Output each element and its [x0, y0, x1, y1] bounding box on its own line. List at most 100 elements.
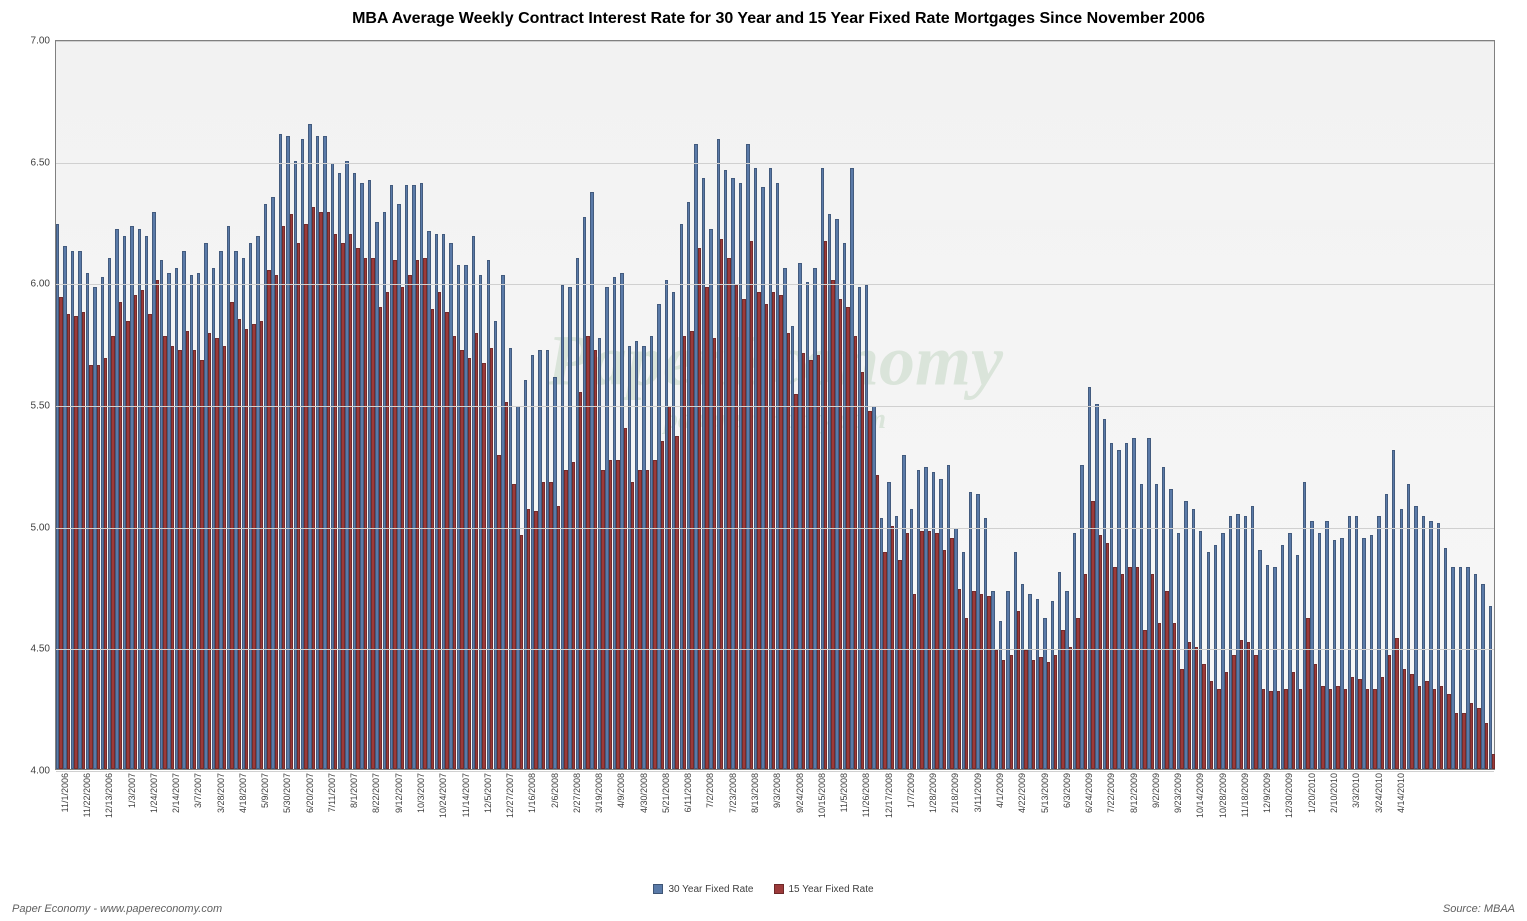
bar-15yr	[297, 243, 300, 769]
bar-group	[783, 268, 790, 769]
bar-15yr	[1188, 642, 1191, 769]
bar-15yr	[557, 506, 560, 769]
bar-group	[999, 621, 1006, 769]
bar-15yr	[327, 212, 330, 769]
x-tick-label: 12/13/2006	[104, 773, 114, 818]
bar-30yr	[1489, 606, 1492, 769]
bar-group	[1414, 506, 1421, 769]
bar-group	[731, 178, 738, 769]
bar-group	[1229, 516, 1236, 769]
grid-line	[56, 41, 1494, 42]
bar-15yr	[802, 353, 805, 769]
bar-group	[628, 346, 635, 769]
x-tick-label: 8/1/2007	[349, 773, 359, 808]
bar-15yr	[720, 239, 723, 769]
bar-15yr	[178, 350, 181, 769]
bar-group	[583, 217, 590, 769]
x-tick-label: 8/12/2009	[1129, 773, 1139, 813]
bar-15yr	[1024, 650, 1027, 769]
bar-15yr	[1455, 713, 1458, 769]
bar-15yr	[223, 346, 226, 769]
bar-group	[1385, 494, 1392, 769]
bar-15yr	[1047, 662, 1050, 769]
bar-15yr	[572, 462, 575, 769]
bar-group	[516, 406, 523, 769]
bar-15yr	[1440, 686, 1443, 769]
bar-group	[190, 275, 197, 769]
bar-group	[368, 180, 375, 769]
bar-group	[1207, 552, 1214, 769]
bar-group	[976, 494, 983, 769]
bar-15yr	[1121, 574, 1124, 769]
bar-group	[427, 231, 434, 769]
bar-group	[294, 161, 301, 769]
bar-15yr	[67, 314, 70, 769]
bar-15yr	[765, 304, 768, 769]
bar-15yr	[980, 594, 983, 769]
bar-15yr	[564, 470, 567, 769]
x-tick-label: 8/13/2008	[750, 773, 760, 813]
bar-group	[1051, 601, 1058, 769]
bar-group	[204, 243, 211, 769]
bar-15yr	[505, 402, 508, 769]
bar-15yr	[119, 302, 122, 769]
bar-group	[657, 304, 664, 769]
bar-group	[130, 226, 137, 769]
bar-15yr	[1106, 543, 1109, 769]
bar-15yr	[542, 482, 545, 769]
bar-15yr	[1136, 567, 1139, 769]
bar-group	[932, 472, 939, 769]
bar-group	[702, 178, 709, 769]
bar-15yr	[490, 348, 493, 769]
bar-15yr	[713, 338, 716, 769]
bar-group	[331, 163, 338, 769]
bar-15yr	[1099, 535, 1102, 769]
x-tick-label: 2/6/2008	[550, 773, 560, 808]
bar-15yr	[453, 336, 456, 769]
bar-15yr	[1284, 689, 1287, 769]
bar-group	[1095, 404, 1102, 769]
bar-15yr	[861, 372, 864, 769]
bar-15yr	[1433, 689, 1436, 769]
bar-15yr	[824, 241, 827, 769]
bar-15yr	[995, 650, 998, 769]
bar-15yr	[304, 224, 307, 769]
bar-15yr	[616, 460, 619, 769]
bar-group	[338, 173, 345, 769]
bar-group	[501, 275, 508, 769]
bar-group	[1147, 438, 1154, 769]
bar-15yr	[1336, 686, 1339, 769]
bar-group	[449, 243, 456, 769]
x-tick-label: 9/2/2009	[1151, 773, 1161, 808]
bar-15yr	[1381, 677, 1384, 769]
bar-15yr	[1395, 638, 1398, 769]
bar-group	[301, 139, 308, 769]
bar-15yr	[1366, 689, 1369, 769]
bar-15yr	[549, 482, 552, 769]
bar-15yr	[460, 350, 463, 769]
bar-15yr	[1447, 694, 1450, 769]
bar-15yr	[624, 428, 627, 769]
bar-15yr	[275, 275, 278, 769]
x-tick-label: 10/14/2009	[1195, 773, 1205, 818]
chart-container: MBA Average Weekly Contract Interest Rat…	[0, 0, 1527, 921]
bar-15yr	[1151, 574, 1154, 769]
bar-15yr	[883, 552, 886, 769]
bar-15yr	[89, 365, 92, 769]
bar-15yr	[1143, 630, 1146, 769]
bar-15yr	[1418, 686, 1421, 769]
y-tick-label: 4.50	[31, 644, 56, 655]
bar-15yr	[809, 360, 812, 769]
bar-group	[1073, 533, 1080, 769]
bar-15yr	[1329, 689, 1332, 769]
bar-group	[724, 170, 731, 769]
bar-15yr	[1262, 689, 1265, 769]
bar-group	[182, 251, 189, 769]
x-tick-label: 4/30/2008	[639, 773, 649, 813]
bar-15yr	[1314, 664, 1317, 769]
bar-group	[1451, 567, 1458, 769]
x-tick-label: 4/1/2009	[995, 773, 1005, 808]
bar-group	[405, 185, 412, 769]
bar-15yr	[408, 275, 411, 769]
bar-15yr	[156, 280, 159, 769]
